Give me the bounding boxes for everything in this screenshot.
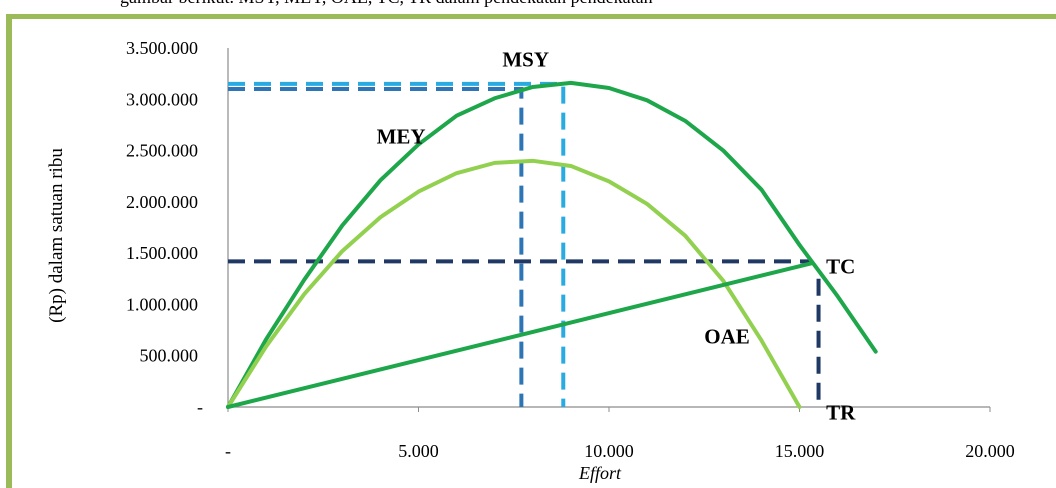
- y-tick-label: 2.000.000: [126, 192, 198, 212]
- x-tick-label: -: [225, 441, 231, 461]
- annotation-tr: TR: [826, 400, 856, 424]
- annotations: MSY MEY TC OAE TR: [377, 47, 857, 424]
- x-tick-label: 20.000: [965, 441, 1015, 461]
- y-axis-label: (Rp) dalam satuan ribu: [46, 148, 67, 323]
- reference-line-mey: [228, 87, 524, 407]
- y-tick-label: 3.500.000: [126, 38, 198, 58]
- frame-border-top: [6, 14, 1056, 19]
- annotation-tc: TC: [826, 255, 855, 279]
- annotation-msy: MSY: [502, 47, 549, 71]
- annotation-mey: MEY: [377, 124, 426, 148]
- x-tick-marks: - 5.000 10.000 15.000 20.000: [225, 407, 1015, 461]
- series-line-3: [226, 261, 813, 409]
- reference-line-msy: [228, 81, 566, 407]
- series-line-1: [226, 80, 878, 409]
- figure-caption: gambar berikut. MSY, MEY, OAE, TC, TR da…: [120, 0, 653, 8]
- annotation-oae: OAE: [704, 324, 750, 348]
- y-tick-labels: - 500.000 1.000.000 1.500.000 2.000.000 2.500…: [126, 38, 203, 417]
- x-tick-label: 15.000: [775, 441, 825, 461]
- y-tick-label: -: [197, 397, 203, 417]
- x-tick-label: 5.000: [398, 441, 439, 461]
- y-tick-label: 1.000.000: [126, 294, 198, 314]
- series-lines: [226, 80, 878, 409]
- reference-lines: [228, 81, 821, 407]
- y-tick-label: 2.500.000: [126, 141, 198, 161]
- x-axis-label: Effort: [578, 463, 622, 483]
- y-tick-label: 500.000: [140, 346, 199, 366]
- series-line-2: [226, 158, 802, 409]
- x-tick-label: 10.000: [584, 441, 634, 461]
- y-tick-label: 3.000.000: [126, 89, 198, 109]
- frame-border-left: [6, 14, 12, 488]
- y-tick-label: 1.500.000: [126, 243, 198, 263]
